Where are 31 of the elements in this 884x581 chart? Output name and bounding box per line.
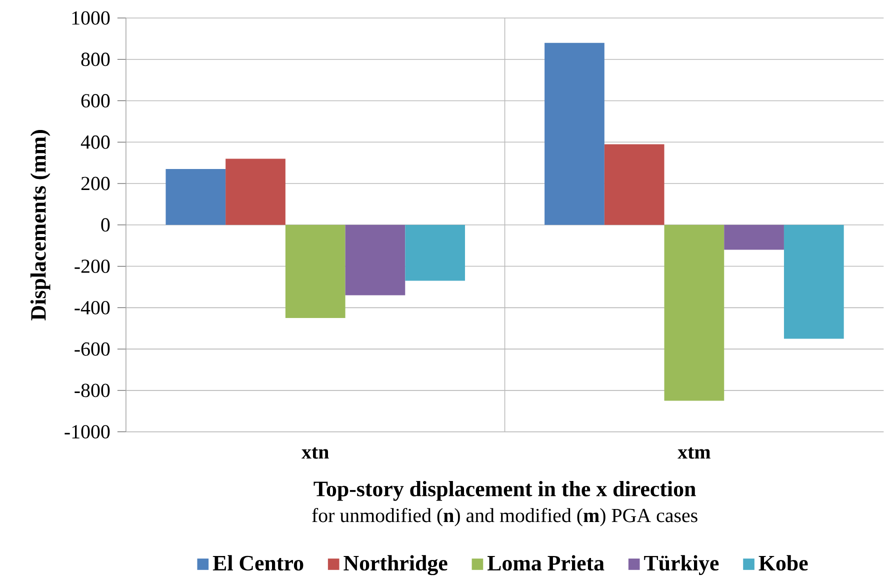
- bar: [604, 144, 664, 225]
- legend-label: Türkiye: [644, 555, 719, 575]
- y-tick-label: 0: [101, 218, 110, 232]
- bar: [544, 42, 604, 225]
- y-tick-label: -800: [74, 384, 110, 398]
- legend-label: Kobe: [758, 555, 808, 570]
- bar: [226, 158, 286, 225]
- y-tick-label: -600: [74, 342, 110, 356]
- bar: [784, 224, 844, 339]
- bar: [345, 224, 406, 296]
- y-tick-label: -200: [74, 259, 110, 273]
- x-tick-label: xtn: [302, 447, 329, 459]
- y-tick-label: 400: [80, 135, 110, 149]
- y-tick-label: 1000: [72, 11, 110, 25]
- y-axis-title: Displacements (mm): [30, 130, 50, 320]
- text: for unmodified (n) and modified (m) PGA cases: [312, 508, 698, 526]
- x-tick-label: xtm: [678, 447, 710, 459]
- legend-label: El Centro: [212, 555, 304, 570]
- bar: [724, 224, 784, 250]
- legend-label: Loma Prieta: [487, 555, 604, 570]
- y-tick-label: 600: [81, 94, 110, 108]
- legend-label: Northridge: [344, 555, 448, 576]
- bar: [405, 224, 465, 281]
- y-tick-label: -1000: [64, 424, 110, 438]
- x-axis-title: Top-story displacement in the x direction: [314, 480, 696, 501]
- y-tick-label: 800: [81, 52, 110, 66]
- bar: [285, 224, 346, 318]
- bar: [664, 224, 724, 401]
- y-tick-label: -400: [74, 300, 110, 314]
- bar: [166, 168, 226, 225]
- y-tick-label: 200: [81, 176, 110, 190]
